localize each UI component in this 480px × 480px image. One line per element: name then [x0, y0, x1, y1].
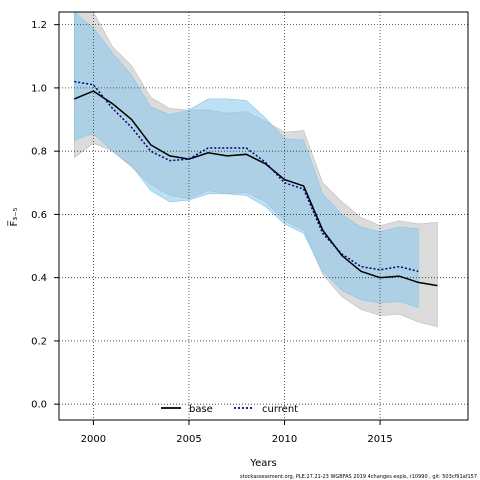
x-tick-label-2000: 2000: [81, 434, 106, 445]
grid-lines: [59, 12, 468, 420]
x-axis: 2000 2005 2010 2015: [81, 420, 393, 445]
line-base: [74, 90, 438, 287]
x-tick-label-2010: 2010: [272, 434, 297, 445]
legend: base current: [161, 404, 298, 415]
series-lines: [74, 80, 438, 287]
band-current: [73, 12, 419, 309]
y-axis: 0.0 0.2 0.4 0.6 0.8 1.0 1.2: [31, 20, 59, 411]
footnote: stockassessment.org, PLE.27.21-23 WGBFAS…: [240, 474, 477, 480]
x-tick-label-2005: 2005: [176, 434, 201, 445]
y-tick-label-4: 0.8: [31, 147, 47, 158]
y-tick-label-5: 1.0: [31, 83, 47, 94]
y-tick-label-3: 0.6: [31, 210, 47, 221]
y-tick-label-6: 1.2: [31, 20, 47, 31]
plot-frame: [58, 11, 469, 421]
y-tick-label-2: 0.4: [31, 273, 47, 284]
legend-label-current: current: [262, 404, 298, 415]
y-axis-title: F̅₃₋₅: [7, 207, 20, 226]
y-tick-label-0: 0.0: [31, 400, 47, 411]
line-current: [74, 80, 419, 273]
legend-label-base: base: [189, 404, 213, 415]
x-tick-label-2015: 2015: [367, 434, 392, 445]
confidence-bands: [73, 12, 438, 328]
y-tick-label-1: 0.2: [31, 336, 47, 347]
x-axis-title: Years: [249, 458, 276, 469]
